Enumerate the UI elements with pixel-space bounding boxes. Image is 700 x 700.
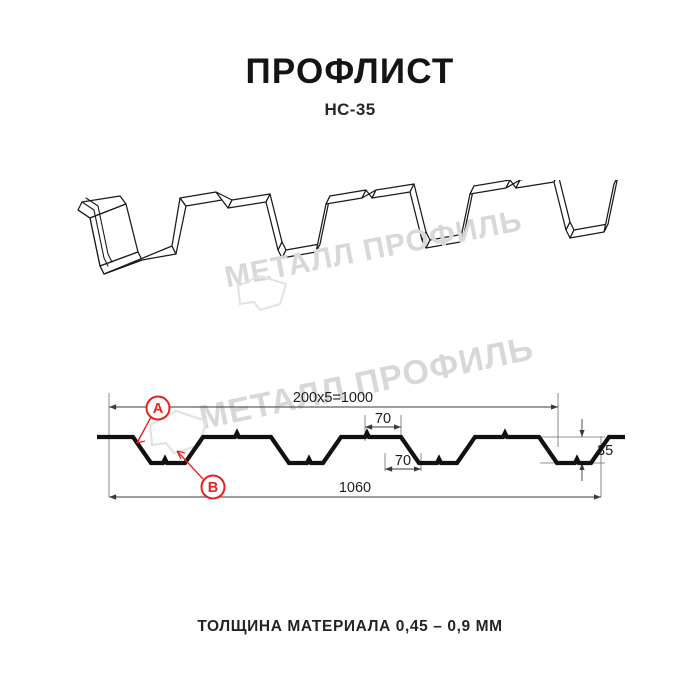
profile-section-path: [97, 428, 625, 466]
callout-b-circle: [200, 474, 226, 500]
callout-b-label: B: [208, 480, 218, 496]
callout-b: B: [176, 450, 226, 500]
material-thickness-note: ТОЛЩИНА МАТЕРИАЛА 0,45 – 0,9 ММ: [197, 618, 503, 635]
callout-a-label: A: [153, 401, 164, 417]
dimension-label-top-flange: 70: [375, 411, 391, 427]
product-model-subtitle: НС-35: [324, 100, 376, 119]
technical-drawing: 200x5=1000 70 70 35 1060: [97, 390, 625, 500]
page-title: ПРОФЛИСТ: [245, 52, 455, 91]
iso-edge-lines: [77, 197, 113, 275]
callout-a-circle: [145, 395, 171, 421]
callout-a: A: [136, 395, 171, 444]
dimension-top-flange: 70: [365, 411, 401, 430]
dimension-pitch-total: 200x5=1000: [109, 390, 558, 410]
dimension-label-overall-width: 1060: [339, 480, 371, 496]
iso-corrugation-group: [77, 180, 618, 275]
dimension-overall-width: 1060: [109, 480, 601, 500]
dimension-label-pitch-total: 200x5=1000: [293, 390, 373, 406]
isometric-sheet-illustration: [77, 180, 618, 275]
dimension-label-bottom-flange: 70: [395, 453, 411, 469]
dimension-bottom-flange: 70: [385, 453, 421, 472]
